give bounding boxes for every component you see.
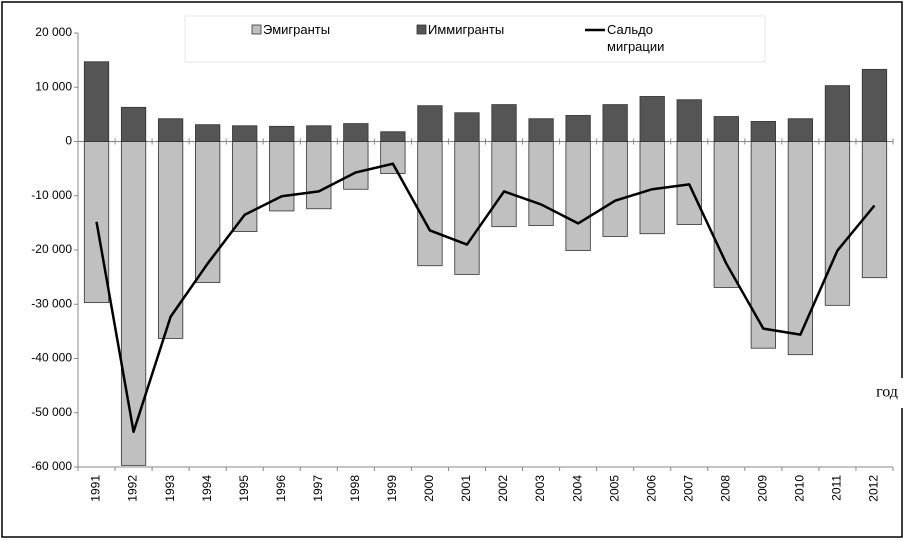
bar: [787, 141, 814, 356]
frame: [1, 1, 903, 538]
x-tick-label: 1994: [200, 475, 214, 502]
x-tick-label: 1996: [274, 475, 288, 502]
legend-label: Эмигранты: [263, 22, 331, 37]
bar: [417, 105, 443, 142]
bar: [787, 118, 814, 142]
bar: [306, 125, 332, 142]
legend-item: Сальдо миграции: [607, 22, 665, 54]
x-tick-label: 2001: [459, 475, 473, 502]
legend-label: Сальдо миграции: [607, 22, 665, 54]
bar: [195, 124, 221, 142]
x-tick-label: 2010: [793, 475, 807, 502]
bar: [269, 125, 295, 142]
bar: [306, 141, 332, 210]
bar: [491, 104, 517, 142]
x-axis-label: год: [876, 384, 898, 401]
x-tick-label: 1992: [126, 475, 140, 502]
bar: [157, 118, 184, 142]
y-tick-label: -60 000: [31, 459, 72, 473]
x-tick-label: 1998: [348, 475, 362, 502]
legend-swatch: [251, 24, 262, 35]
bar: [120, 106, 147, 142]
x-tick-label: 2003: [533, 475, 547, 502]
bar: [713, 116, 739, 142]
bar: [565, 141, 591, 251]
x-tick-label: 1997: [311, 475, 325, 502]
bar: [417, 141, 443, 267]
bar: [120, 141, 147, 466]
legend-swatch: [416, 24, 427, 35]
bar: [380, 131, 406, 142]
x-tick-label: 1999: [385, 475, 399, 502]
bar: [676, 99, 702, 142]
line: [95, 162, 876, 433]
x-tick-label: 2012: [867, 475, 881, 502]
bar: [232, 125, 258, 142]
bar: [824, 141, 851, 306]
bar: [676, 141, 702, 225]
bar: [565, 115, 591, 142]
bar: [157, 141, 184, 339]
x-tick-label: 2005: [607, 475, 621, 502]
bar: [83, 61, 110, 142]
bar: [380, 141, 406, 174]
y-tick-label: 10 000: [35, 79, 72, 93]
y-tick-label: -20 000: [31, 242, 72, 256]
bar: [454, 141, 480, 275]
y-tick-label: -10 000: [31, 188, 72, 202]
legend-label: Иммигранты: [428, 22, 505, 37]
bar: [750, 121, 776, 142]
y-tick-label: 20 000: [35, 25, 72, 39]
x-tick-label: 2002: [496, 475, 510, 502]
x-tick-label: 2006: [644, 475, 658, 502]
x-tick-label: 1993: [163, 475, 177, 502]
bar: [528, 141, 554, 226]
legend-item: Иммигранты: [428, 22, 505, 37]
x-tick-label: 2000: [422, 475, 436, 502]
y-tick-label: -50 000: [31, 405, 72, 419]
bar: [602, 141, 628, 237]
bar: [861, 141, 888, 279]
x-tick-label: 1991: [89, 475, 103, 502]
x-tick-label: 2011: [830, 475, 844, 501]
x-tick-label: 2007: [681, 475, 695, 502]
bar: [824, 85, 851, 142]
x-tick-label: 2008: [718, 475, 732, 502]
bar: [861, 68, 888, 142]
bar: [232, 141, 258, 232]
bar: [528, 118, 554, 142]
bar: [750, 141, 776, 349]
label-bg: [860, 378, 915, 408]
y-tick-label: 0: [65, 134, 72, 148]
bar: [195, 141, 221, 283]
bar: [454, 112, 480, 142]
legend-box: [184, 15, 766, 63]
y-tick-label: -40 000: [31, 351, 72, 365]
x-tick-label: 1995: [237, 475, 251, 502]
bar: [269, 141, 295, 212]
bar: [602, 104, 628, 142]
bar: [343, 123, 369, 142]
bar: [343, 141, 369, 190]
x-tick-label: 2004: [570, 475, 584, 502]
legend-item: Эмигранты: [263, 22, 331, 37]
bar: [491, 141, 517, 228]
y-tick-label: -30 000: [31, 296, 72, 310]
x-tick-label: 2009: [756, 475, 770, 502]
bar: [639, 96, 665, 142]
